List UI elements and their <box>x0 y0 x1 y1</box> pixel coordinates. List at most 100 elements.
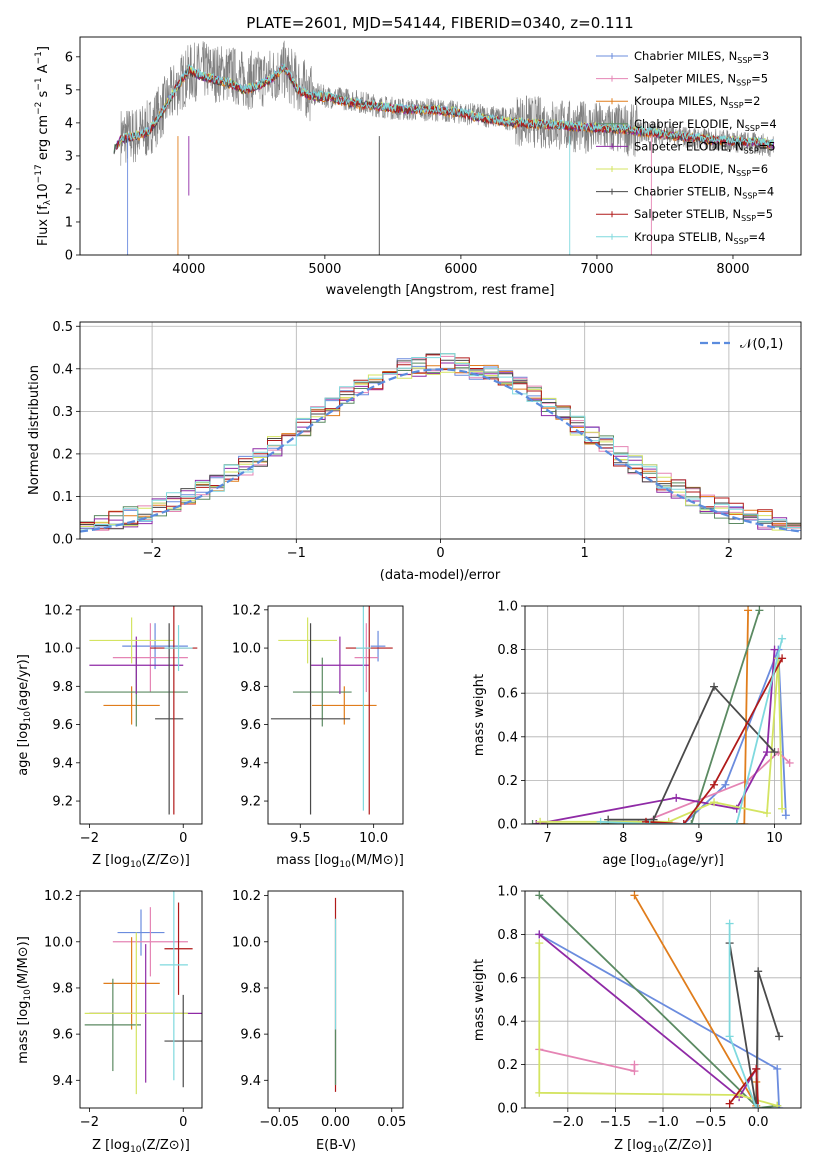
mass_vs_EBV-ytick-label: 9.6 <box>240 1028 261 1043</box>
legend-label: Salpeter STELIB, NSSP=5 <box>634 207 773 223</box>
legend-label-rest: =5 <box>756 207 773 221</box>
residuals-frame <box>79 321 802 540</box>
massweight_vs_Z-panel: −2.0 −1.5 −1.0 −0.5 0.0 0.0 0.2 0.4 0.6 0.8 1.0 Z [… <box>472 885 802 1155</box>
legend-label-sub: SSP <box>729 101 744 110</box>
massweight_vs_Z-xtick-label: 0.0 <box>748 1115 769 1130</box>
mass_vs_EBV-frame <box>267 890 404 1109</box>
residuals-plot-area <box>80 322 801 539</box>
mw-vs-Z-x-label-rest: (Z/Z⊙)] <box>664 1138 712 1153</box>
model-fit-line <box>116 65 771 150</box>
age_vs_Z-ytick-label: 9.2 <box>52 795 73 810</box>
age_vs_mass-frame <box>267 605 404 825</box>
mass-weight-line <box>539 1048 636 1073</box>
mass_vs_Z-panel: −2 0 9.4 9.6 9.8 10.0 10.2 Z [log10(Z/Z⊙)] mass … <box>16 889 203 1155</box>
age_vs_mass-xtick-label: 10.0 <box>359 831 388 846</box>
massweight_vs_Z-ytick-label: 0.2 <box>497 1058 518 1073</box>
mass-weight-line <box>532 610 761 824</box>
mw-vs-age-x-label-rest: (age/yr)] <box>667 853 724 868</box>
mass-vs-EBV-x-label: E(B-V) <box>316 1138 356 1153</box>
legend-label-rest: =6 <box>751 162 768 176</box>
age-vs-mass-x-label-sub: 10 <box>339 860 351 870</box>
spectrum-ytick-label: 4 <box>65 116 73 131</box>
legend-label: Salpeter ELODIE, NSSP=5 <box>634 139 776 155</box>
mass-weight-line <box>538 894 778 1108</box>
spectrum-ytick-label: 6 <box>65 50 73 65</box>
age_vs_Z-ytick-label: 10.0 <box>44 642 73 657</box>
mw-vs-Z-y-label: mass weight <box>472 959 487 1041</box>
residuals-xtick-label: −1 <box>287 546 306 561</box>
age_vs_Z-xtick-label: −2 <box>80 831 99 846</box>
mw-vs-age-y-label: mass weight <box>472 674 487 756</box>
spectrum-ytick-label: 5 <box>65 83 73 98</box>
spectrum-y-label: Flux [fλ10−17 erg cm−2 s−1 A−1] <box>34 46 53 246</box>
age_vs_Z-frame <box>79 605 203 825</box>
mass_vs_Z-ytick-label: 9.4 <box>52 1074 73 1089</box>
legend-label-sub: SSP <box>737 56 752 65</box>
legend-label: Kroupa ELODIE, NSSP=6 <box>634 162 768 178</box>
spectrum-xtick-label: 7000 <box>580 262 613 277</box>
residuals-x-label: (data-model)/error <box>380 568 501 583</box>
massweight_vs_Z-frame <box>524 890 802 1109</box>
age_vs_Z-xtick-label: 0 <box>179 831 187 846</box>
age_vs_Z-ytick-label: 10.2 <box>44 603 73 618</box>
residuals-ytick-label: 0.1 <box>52 490 73 505</box>
massweight_vs_Z-ytick-label: 0.6 <box>497 971 518 986</box>
mass-weight-line <box>728 923 759 1108</box>
mass_vs_Z-ytick-label: 10.0 <box>44 935 73 950</box>
residuals-xtick-label: 2 <box>725 546 733 561</box>
residuals-ytick-label: 0.2 <box>52 447 73 462</box>
mass_vs_Z-frame <box>79 890 203 1109</box>
age-vs-Z-x-label-rest: (Z/Z⊙)] <box>142 853 190 868</box>
massweight_vs_Z-ytick-label: 0.4 <box>497 1015 518 1030</box>
legend-label-rest: =4 <box>749 230 766 244</box>
legend-label-rest: =3 <box>752 49 769 63</box>
legend-label-sub: SSP <box>734 237 749 246</box>
spectrum-xtick-label: 8000 <box>716 262 749 277</box>
age-vs-Z-y-label: age [log10(age/yr)] <box>16 654 33 776</box>
mass-weight-line <box>608 685 776 821</box>
spectrum-x-label: wavelength [Angstrom, rest frame] <box>326 283 555 298</box>
legend-label-sub: SSP <box>744 146 759 155</box>
legend-label: 𝒩(0,1) <box>740 337 783 352</box>
massweight_vs_age-panel: 7 8 9 10 0.0 0.2 0.4 0.6 0.8 1.0 age [log10(age/yr… <box>472 600 802 870</box>
mass_vs_EBV-ytick-label: 10.0 <box>232 935 261 950</box>
massweight_vs_Z-ytick-label: 0.0 <box>497 1102 518 1117</box>
mass-weight-line <box>538 933 781 1108</box>
mw-vs-Z-x-label-sub: 10 <box>652 1145 664 1155</box>
mass-weight-line <box>600 638 783 824</box>
residuals-ytick-label: 0.4 <box>52 362 73 377</box>
massweight_vs_Z-xtick-label: −1.0 <box>647 1115 679 1130</box>
spectrum-plot-area <box>113 40 775 255</box>
massweight_vs_age-ytick-label: 0.2 <box>497 774 518 789</box>
legend-label-rest: =4 <box>760 117 777 131</box>
age-vs-Z-y-label-rest: (age/yr)] <box>16 654 31 711</box>
mass_vs_Z-ytick-label: 9.6 <box>52 1028 73 1043</box>
mass_vs_Z-ytick-label: 10.2 <box>44 889 73 904</box>
legend-label: Chabrier ELODIE, NSSP=4 <box>634 117 777 133</box>
age-vs-mass-x-label: mass [log10(M/M⊙)] <box>276 853 404 870</box>
mass_vs_EBV-xtick-label: −0.05 <box>259 1115 299 1130</box>
legend-label-rest: =5 <box>751 72 768 86</box>
mass_vs_EBV-xtick-label: 0.05 <box>377 1115 406 1130</box>
age_vs_mass-ytick-label: 9.4 <box>240 756 261 771</box>
spectrum-xtick-label: 4000 <box>172 262 205 277</box>
mass-weight-line <box>645 657 783 824</box>
age_vs_mass-ytick-label: 9.8 <box>240 680 261 695</box>
mass-weight-line <box>538 933 758 1099</box>
mass-vs-Z-y-label: mass [log10(M/M⊙)] <box>16 936 33 1064</box>
residuals-xtick-label: 0 <box>436 546 444 561</box>
massweight_vs_age-frame <box>524 605 802 825</box>
legend-label: Kroupa STELIB, NSSP=4 <box>634 230 765 246</box>
residuals-xtick-label: −2 <box>143 546 162 561</box>
age_vs_mass-xtick-label: 9.5 <box>290 831 311 846</box>
legend-label-rest: =2 <box>744 94 761 108</box>
age_vs_Z-panel: −2 0 9.2 9.4 9.6 9.8 10.0 10.2 Z [log10(Z/Z⊙)] ag… <box>16 603 203 870</box>
legend-label-sub: SSP <box>736 169 751 178</box>
legend-label-rest: =5 <box>759 139 776 153</box>
age_vs_Z-ytick-label: 9.8 <box>52 680 73 695</box>
age_vs_mass-panel: 9.5 10.0 9.2 9.4 9.6 9.8 10.0 10.2 mass [log10(M… <box>232 603 404 870</box>
age_vs_Z-plot-area <box>84 606 198 815</box>
legend-label-sub: SSP <box>736 79 751 88</box>
age-vs-mass-x-label-rest: (M/M⊙)] <box>351 853 404 868</box>
mass-vs-Z-y-label-rest: (M/M⊙)] <box>16 936 31 989</box>
